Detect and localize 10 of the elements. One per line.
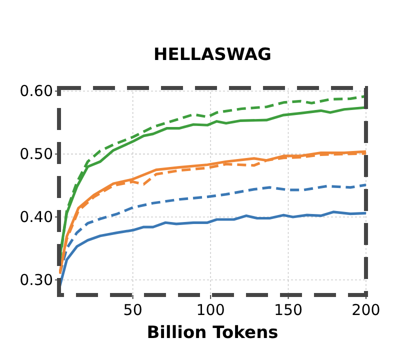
y-tick-label: 0.50 (20, 145, 53, 164)
y-tick-label: 0.40 (20, 208, 53, 226)
x-tick-label: 200 (352, 301, 380, 319)
x-axis-title: Billion Tokens (146, 323, 278, 343)
x-tick-label: 100 (196, 301, 225, 319)
y-tick-label: 0.30 (20, 270, 53, 289)
chart-title: HELLASWAG (153, 45, 272, 65)
y-tick-label: 0.60 (20, 82, 53, 100)
x-tick-label: 50 (123, 301, 142, 319)
x-tick-label: 150 (274, 301, 303, 319)
